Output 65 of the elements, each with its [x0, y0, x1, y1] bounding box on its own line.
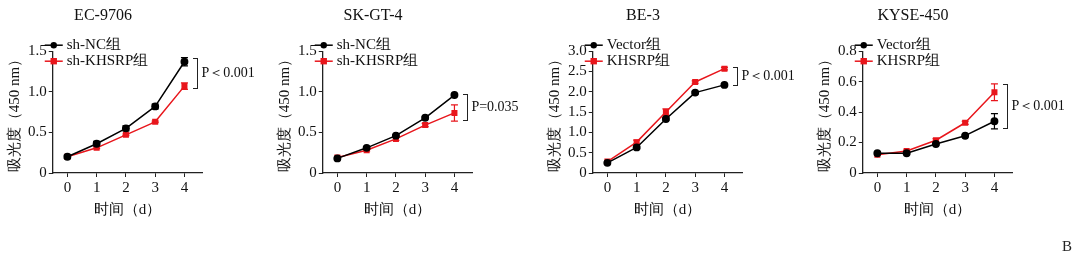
- y-tick-label: 0.5: [298, 123, 317, 140]
- y-tick-label: 0.2: [838, 133, 857, 150]
- x-axis-title: 时间（d）: [903, 200, 972, 217]
- legend-label: KHSRP组: [876, 52, 941, 69]
- y-tick-label: 0: [849, 163, 857, 180]
- legend-label: sh-KHSRP组: [66, 52, 149, 69]
- x-axis-title: 时间（d）: [633, 200, 702, 217]
- x-tick-label: 1: [632, 178, 641, 195]
- x-tick-label: 0: [63, 178, 72, 195]
- x-tick-label: 2: [122, 178, 130, 195]
- y-tick-label: 0.8: [838, 42, 857, 59]
- legend-label: Vector组: [606, 36, 661, 53]
- x-tick-label: 3: [151, 178, 159, 195]
- y-tick-label: 0.5: [568, 143, 587, 160]
- x-axis-title: 时间（d）: [93, 200, 162, 217]
- x-tick-label: 1: [362, 178, 371, 195]
- legend-label: sh-NC组: [336, 36, 391, 53]
- y-tick-label: 0.6: [838, 72, 858, 89]
- x-axis-title: 时间（d）: [363, 200, 432, 217]
- x-tick-label: 3: [961, 178, 969, 195]
- x-tick-label: 3: [421, 178, 429, 195]
- x-tick-label: 4: [450, 178, 459, 195]
- y-tick-label: 0: [309, 163, 317, 180]
- y-tick-label: 1.5: [568, 103, 587, 120]
- legend-label: sh-NC组: [66, 36, 121, 53]
- y-axis-title: 吸光度（450 nm）: [275, 51, 292, 173]
- x-tick-label: 4: [180, 178, 189, 195]
- y-tick-label: 1.5: [298, 42, 317, 59]
- y-tick-label: 1.0: [28, 82, 47, 99]
- y-tick-label: 1.0: [568, 123, 587, 140]
- x-tick-label: 3: [691, 178, 699, 195]
- y-axis-title: 吸光度（450 nm）: [815, 51, 832, 173]
- x-tick-label: 0: [333, 178, 342, 195]
- y-tick-label: 0: [39, 163, 47, 180]
- x-tick-label: 1: [902, 178, 911, 195]
- y-axis-title: 吸光度（450 nm）: [545, 51, 562, 173]
- text: B: [1061, 238, 1072, 255]
- y-tick-label: 2.5: [568, 62, 587, 79]
- legend-label: KHSRP组: [606, 52, 671, 69]
- chart-title: KYSE-450: [877, 5, 949, 23]
- x-tick-label: 4: [990, 178, 999, 195]
- chart-title: BE-3: [626, 5, 660, 23]
- annotation: P＜0.001: [201, 65, 255, 81]
- annotation: P＜0.001: [1011, 98, 1065, 114]
- annotation: P＜0.001: [741, 68, 795, 84]
- y-axis-title: 吸光度（450 nm）: [5, 51, 22, 173]
- x-tick-label: 2: [662, 178, 670, 195]
- y-tick-label: 2.0: [568, 82, 587, 99]
- x-tick-label: 0: [603, 178, 612, 195]
- legend-label: sh-KHSRP组: [336, 52, 419, 69]
- y-tick-label: 1.0: [298, 82, 317, 99]
- annotation: P=0.035: [471, 99, 519, 115]
- y-tick-label: 1.5: [28, 42, 47, 59]
- chart-title: SK-GT-4: [343, 5, 403, 23]
- x-tick-label: 4: [720, 178, 729, 195]
- x-tick-label: 1: [92, 178, 101, 195]
- legend-label: Vector组: [876, 36, 931, 53]
- x-tick-label: 2: [392, 178, 400, 195]
- x-tick-label: 0: [873, 178, 882, 195]
- x-tick-label: 2: [932, 178, 940, 195]
- chart-title: EC-9706: [74, 5, 132, 23]
- y-tick-label: 3.0: [568, 42, 587, 59]
- y-tick-label: 0: [579, 163, 587, 180]
- y-tick-label: 0.5: [28, 123, 47, 140]
- y-tick-label: 0.4: [838, 103, 858, 120]
